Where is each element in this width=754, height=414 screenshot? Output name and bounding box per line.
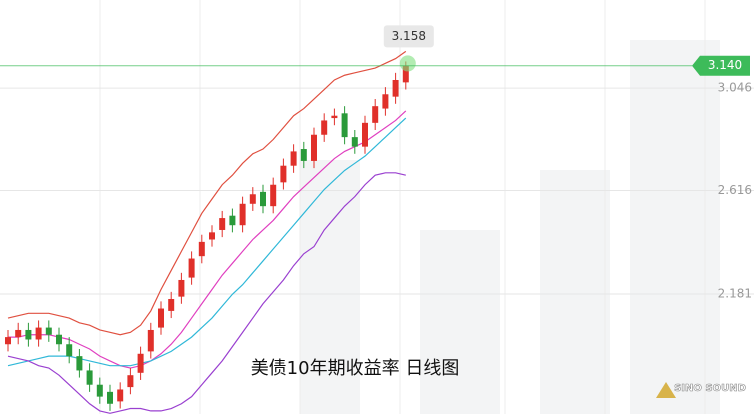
high-label-box [383, 25, 434, 48]
candle-body [188, 258, 195, 278]
indicator-line [7, 117, 407, 367]
candle-body [96, 384, 103, 397]
candle-body [331, 115, 338, 119]
candle-body [198, 241, 205, 257]
y-tick-label: 3.046 [718, 81, 752, 95]
candle-body [392, 79, 399, 97]
candle-body [209, 232, 215, 240]
candle-body [239, 203, 246, 226]
high-glow [399, 55, 416, 72]
candle-body [260, 191, 266, 207]
candle-body [249, 194, 256, 204]
candle-body [351, 137, 358, 147]
candle-body [45, 327, 52, 335]
indicator-line [8, 110, 407, 369]
candle-body [219, 218, 226, 230]
logo-icon [656, 382, 676, 398]
candle-body [158, 308, 164, 328]
indicator-line [7, 50, 407, 336]
y-tick-label: 2.616 [718, 183, 752, 197]
candle-body [311, 134, 317, 161]
candle-body [15, 329, 22, 338]
indicator-line [7, 172, 406, 414]
candle-body [137, 353, 144, 373]
candle-body [66, 344, 73, 357]
high-label: 3.158 [392, 29, 426, 43]
candle-body [76, 356, 83, 371]
candle-body [280, 165, 287, 183]
candle-body [147, 329, 154, 352]
candle-body [270, 184, 277, 207]
candle-body [127, 375, 134, 388]
candle-body [290, 151, 297, 166]
logo-text: SINO SOUND [674, 383, 746, 394]
candle-body [300, 149, 307, 161]
y-tick-label: 2.181 [718, 287, 752, 301]
candle-body [56, 334, 62, 345]
candle-body [229, 215, 236, 226]
candle-body [382, 94, 389, 109]
candle-body [362, 122, 368, 147]
candle-body [25, 329, 32, 340]
candle-body [5, 337, 11, 345]
candle-body [178, 279, 185, 297]
candle-body [86, 370, 93, 385]
candle-body [168, 299, 175, 311]
candle-body [107, 391, 113, 404]
candle-body [372, 106, 379, 123]
candle-body [35, 327, 42, 340]
last-price-label: 3.140 [708, 58, 742, 72]
candle-body [321, 120, 328, 135]
candle-body [117, 389, 124, 402]
chart-title: 美债10年期收益率 日线图 [251, 358, 460, 379]
last-price-tag [692, 55, 750, 76]
candle-body [402, 65, 409, 83]
candle-body [341, 113, 348, 138]
